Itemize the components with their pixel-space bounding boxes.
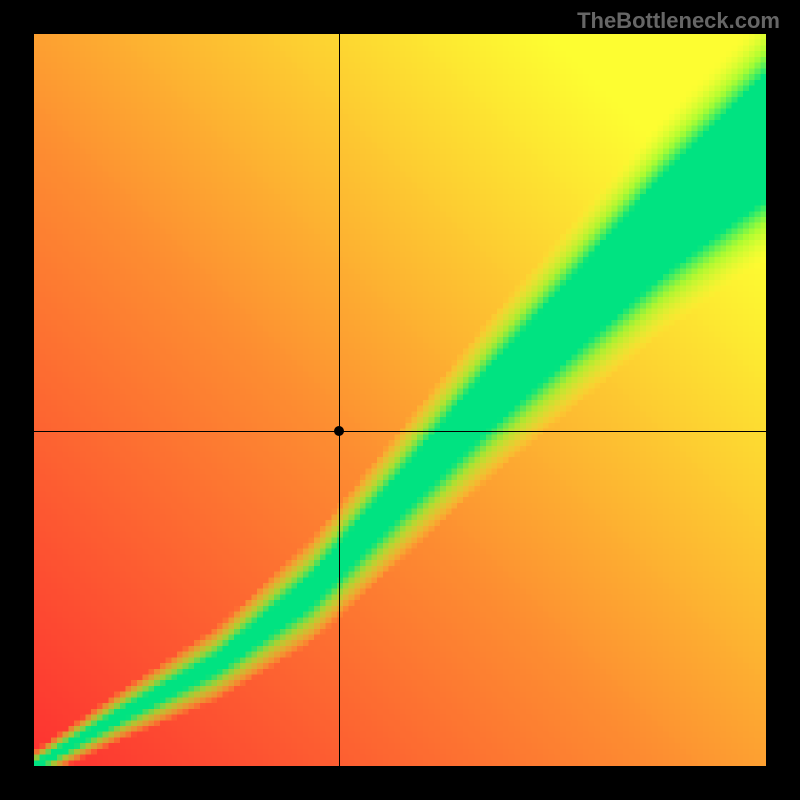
crosshair-horizontal bbox=[34, 431, 766, 432]
watermark-text: TheBottleneck.com bbox=[577, 8, 780, 34]
plot-area bbox=[34, 34, 766, 766]
crosshair-marker bbox=[334, 426, 344, 436]
heatmap-canvas bbox=[34, 34, 766, 766]
crosshair-vertical bbox=[339, 34, 340, 766]
